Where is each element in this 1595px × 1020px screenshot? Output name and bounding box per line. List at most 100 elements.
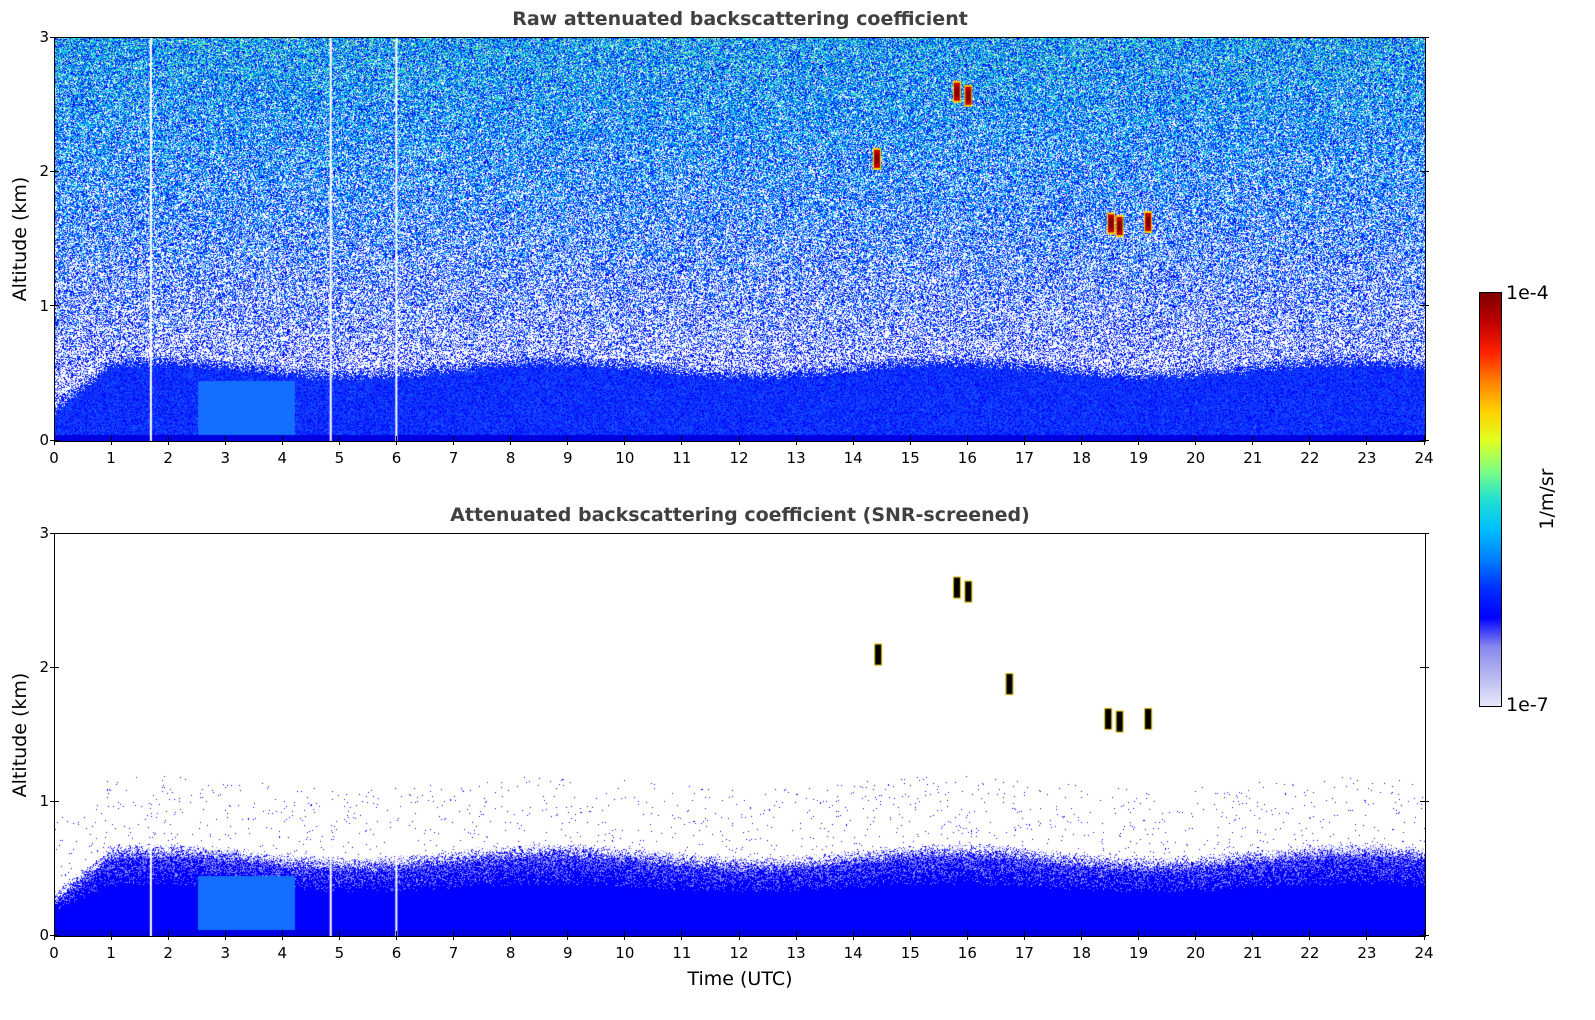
y-tick-label: 3 [39, 524, 49, 542]
x-tick-mark [53, 931, 55, 940]
x-tick-mark [167, 436, 169, 445]
x-tick-mark [396, 436, 397, 445]
x-tick-mark [224, 436, 226, 445]
x-tick-mark [738, 931, 740, 940]
y-tick-label: 0 [39, 431, 49, 449]
x-tick-label: 14 [843, 449, 863, 467]
y-tick-mark-right [1420, 305, 1429, 307]
y-tick-label: 2 [39, 658, 49, 676]
panel2-ylabel: Altitude (km) [9, 672, 31, 798]
panel2-heatmap [55, 534, 1425, 936]
x-tick-mark [966, 436, 968, 445]
x-tick-mark [624, 931, 626, 940]
x-tick-mark [510, 931, 512, 940]
x-tick-mark [281, 931, 283, 940]
x-tick-label: 2 [163, 449, 173, 467]
y-tick-mark [50, 439, 59, 441]
colorbar-unit-label: 1/m/sr [1536, 468, 1558, 530]
x-tick-label: 24 [1414, 944, 1434, 962]
x-tick-mark [1195, 931, 1197, 940]
x-tick-label: 19 [1129, 944, 1149, 962]
x-tick-label: 20 [1186, 944, 1206, 962]
x-tick-mark [510, 436, 512, 445]
x-tick-mark [738, 436, 740, 445]
x-tick-label: 6 [391, 944, 402, 962]
x-tick-label: 19 [1129, 449, 1149, 467]
x-tick-mark [795, 436, 797, 445]
y-tick-label: 2 [39, 162, 49, 181]
x-tick-label: 15 [900, 944, 920, 962]
x-tick-label: 9 [562, 449, 573, 467]
x-tick-mark [795, 931, 797, 940]
x-tick-mark [1252, 931, 1254, 940]
x-tick-mark [396, 931, 397, 940]
x-tick-mark [1309, 436, 1311, 445]
y-tick-mark-right [1420, 439, 1429, 441]
x-tick-mark [224, 931, 226, 940]
x-tick-mark [681, 931, 683, 940]
panel1-plot-area [54, 37, 1426, 442]
x-tick-label: 13 [786, 449, 806, 467]
y-tick-mark [50, 532, 59, 534]
x-tick-mark [681, 436, 683, 445]
x-tick-label: 13 [786, 944, 806, 962]
x-tick-mark [1423, 436, 1425, 445]
colorbar [1479, 292, 1502, 707]
x-tick-label: 3 [220, 944, 231, 962]
x-tick-label: 6 [391, 449, 402, 467]
x-tick-label: 11 [672, 449, 692, 467]
y-tick-mark [50, 305, 59, 307]
x-tick-mark [966, 931, 968, 940]
y-tick-label: 3 [39, 28, 49, 46]
x-tick-label: 11 [672, 944, 692, 962]
x-tick-mark [567, 931, 569, 940]
colorbar-max-label: 1e-4 [1506, 282, 1549, 304]
x-tick-label: 23 [1357, 449, 1377, 467]
x-tick-mark [852, 436, 854, 445]
x-tick-mark [281, 436, 283, 445]
panel1-title: Raw attenuated backscattering coefficien… [512, 8, 968, 30]
x-tick-mark [1023, 931, 1025, 940]
x-tick-mark [1252, 436, 1254, 445]
x-tick-label: 24 [1414, 449, 1434, 467]
x-tick-mark [1423, 931, 1425, 940]
colorbar-min-label: 1e-7 [1506, 694, 1549, 716]
x-tick-mark [110, 436, 112, 445]
panel2-xlabel: Time (UTC) [687, 968, 793, 990]
x-tick-label: 8 [505, 449, 516, 467]
x-tick-label: 17 [1014, 944, 1034, 962]
x-tick-label: 5 [334, 944, 345, 962]
x-tick-label: 3 [220, 449, 231, 467]
x-tick-label: 17 [1014, 449, 1034, 467]
x-tick-label: 16 [957, 449, 977, 467]
y-tick-mark-right [1420, 532, 1429, 534]
y-tick-label: 1 [39, 296, 49, 315]
y-tick-mark-right [1420, 36, 1429, 38]
y-tick-mark [50, 800, 59, 802]
x-tick-label: 7 [448, 944, 459, 962]
x-tick-label: 22 [1300, 449, 1320, 467]
x-tick-label: 14 [843, 944, 863, 962]
y-tick-mark-right [1420, 666, 1429, 668]
x-tick-label: 7 [448, 449, 459, 467]
panel1-heatmap [55, 38, 1425, 441]
x-tick-label: 8 [505, 944, 516, 962]
x-tick-label: 10 [615, 944, 635, 962]
panel2-title: Attenuated backscattering coefficient (S… [450, 504, 1030, 526]
x-tick-label: 1 [106, 449, 116, 467]
x-tick-mark [909, 436, 911, 445]
y-tick-mark-right [1420, 800, 1429, 802]
y-tick-mark [50, 666, 59, 668]
x-tick-label: 12 [729, 449, 749, 467]
x-tick-mark [453, 436, 455, 445]
x-tick-mark [1081, 436, 1082, 445]
x-tick-mark [1138, 436, 1140, 445]
x-tick-label: 22 [1300, 944, 1320, 962]
x-tick-label: 9 [562, 944, 573, 962]
x-tick-mark [1195, 436, 1197, 445]
y-tick-mark [50, 934, 59, 936]
x-tick-label: 12 [729, 944, 749, 962]
x-tick-mark [110, 931, 112, 940]
y-tick-mark [50, 36, 59, 38]
x-tick-label: 21 [1243, 944, 1263, 962]
